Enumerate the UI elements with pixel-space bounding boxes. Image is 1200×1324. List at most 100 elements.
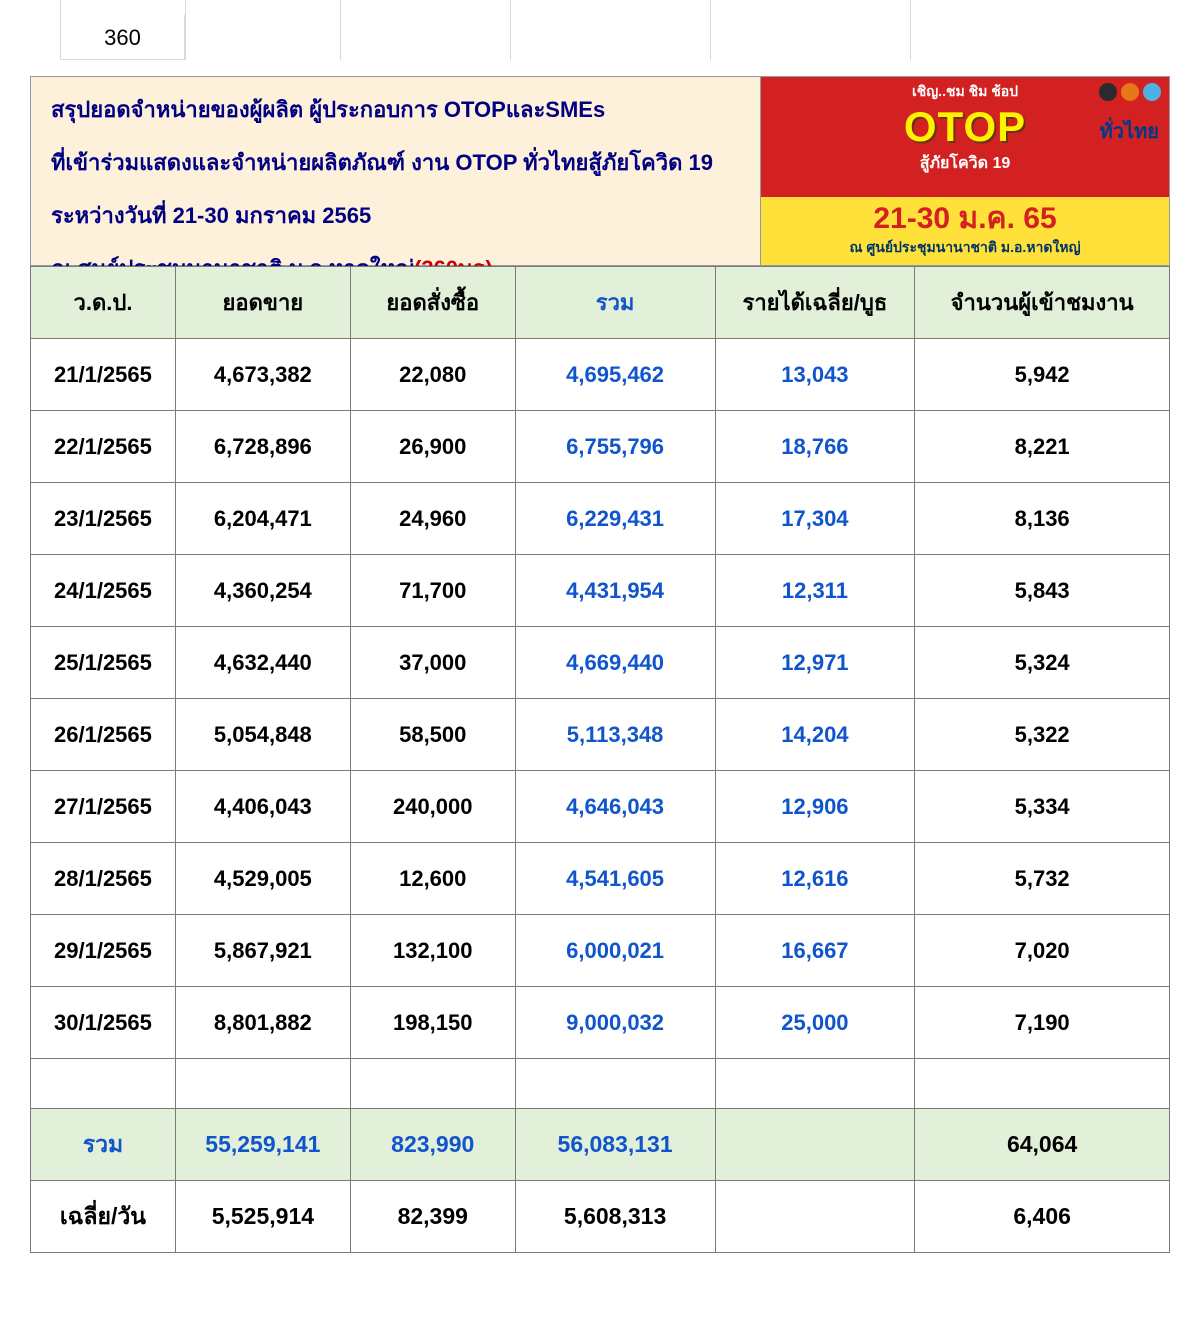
table-cell: 5,942	[915, 339, 1170, 411]
table-cell: 5,322	[915, 699, 1170, 771]
table-cell: 28/1/2565	[31, 843, 176, 915]
table-cell: 12,616	[715, 843, 915, 915]
average-cell	[715, 1181, 915, 1253]
table-cell: 4,673,382	[175, 339, 350, 411]
table-cell: 25,000	[715, 987, 915, 1059]
table-cell: 4,406,043	[175, 771, 350, 843]
total-cell	[715, 1109, 915, 1181]
banner-venue: ณ ศูนย์ประชุมนานาชาติ ม.อ.หาดใหญ่	[761, 237, 1169, 259]
total-row: รวม55,259,141823,99056,083,131 64,064	[31, 1109, 1170, 1181]
average-cell: 82,399	[350, 1181, 515, 1253]
table-cell: 4,431,954	[515, 555, 715, 627]
table-cell: 7,020	[915, 915, 1170, 987]
table-cell: 6,204,471	[175, 483, 350, 555]
table-cell: 13,043	[715, 339, 915, 411]
table-cell: 4,669,440	[515, 627, 715, 699]
table-body: 21/1/25654,673,38222,0804,695,46213,0435…	[31, 339, 1170, 1253]
average-cell: 5,525,914	[175, 1181, 350, 1253]
table-row: 26/1/25655,054,84858,5005,113,34814,2045…	[31, 699, 1170, 771]
table-cell: 5,843	[915, 555, 1170, 627]
table-cell: 24/1/2565	[31, 555, 176, 627]
cell-top-360: 360	[60, 15, 185, 60]
table-row: 30/1/25658,801,882198,1509,000,03225,000…	[31, 987, 1170, 1059]
table-cell: 6,000,021	[515, 915, 715, 987]
table-cell: 4,695,462	[515, 339, 715, 411]
total-cell: รวม	[31, 1109, 176, 1181]
empty-cell	[31, 1059, 176, 1109]
table-row: 24/1/25654,360,25471,7004,431,95412,3115…	[31, 555, 1170, 627]
table-cell: 8,136	[915, 483, 1170, 555]
table-cell: 4,541,605	[515, 843, 715, 915]
table-cell: 71,700	[350, 555, 515, 627]
table-cell: 4,646,043	[515, 771, 715, 843]
table-cell: 6,229,431	[515, 483, 715, 555]
table-cell: 26,900	[350, 411, 515, 483]
table-cell: 12,906	[715, 771, 915, 843]
banner-bottom: 21-30 ม.ค. 65 ณ ศูนย์ประชุมนานาชาติ ม.อ.…	[761, 197, 1169, 266]
total-cell: 56,083,131	[515, 1109, 715, 1181]
badge-icon	[1143, 83, 1161, 101]
average-cell: เฉลี่ย/วัน	[31, 1181, 176, 1253]
table-row: 27/1/25654,406,043240,0004,646,04312,906…	[31, 771, 1170, 843]
table-cell: 9,000,032	[515, 987, 715, 1059]
table-cell: 58,500	[350, 699, 515, 771]
spacer-row	[31, 1059, 1170, 1109]
table-cell: 37,000	[350, 627, 515, 699]
sales-table: ว.ด.ป.ยอดขายยอดสั่งซื้อรวมรายได้เฉลี่ย/บ…	[30, 266, 1170, 1253]
badge-icon	[1121, 83, 1139, 101]
table-cell: 5,054,848	[175, 699, 350, 771]
table-row: 28/1/25654,529,00512,6004,541,60512,6165…	[31, 843, 1170, 915]
table-cell: 27/1/2565	[31, 771, 176, 843]
total-cell: 64,064	[915, 1109, 1170, 1181]
column-header: ยอดสั่งซื้อ	[350, 267, 515, 339]
table-cell: 12,311	[715, 555, 915, 627]
table-header: ว.ด.ป.ยอดขายยอดสั่งซื้อรวมรายได้เฉลี่ย/บ…	[31, 267, 1170, 339]
header-row: ว.ด.ป.ยอดขายยอดสั่งซื้อรวมรายได้เฉลี่ย/บ…	[31, 267, 1170, 339]
table-cell: 6,728,896	[175, 411, 350, 483]
table-cell: 240,000	[350, 771, 515, 843]
table-cell: 24,960	[350, 483, 515, 555]
table-cell: 6,755,796	[515, 411, 715, 483]
table-cell: 18,766	[715, 411, 915, 483]
empty-cell	[915, 1059, 1170, 1109]
column-header: จำนวนผู้เข้าชมงาน	[915, 267, 1170, 339]
table-cell: 22/1/2565	[31, 411, 176, 483]
table-cell: 21/1/2565	[31, 339, 176, 411]
column-header: ยอดขาย	[175, 267, 350, 339]
average-cell: 5,608,313	[515, 1181, 715, 1253]
table-cell: 26/1/2565	[31, 699, 176, 771]
column-header: ว.ด.ป.	[31, 267, 176, 339]
empty-cell	[350, 1059, 515, 1109]
table-row: 29/1/25655,867,921132,1006,000,02116,667…	[31, 915, 1170, 987]
table-row: 23/1/25656,204,47124,9606,229,43117,3048…	[31, 483, 1170, 555]
total-cell: 55,259,141	[175, 1109, 350, 1181]
table-row: 21/1/25654,673,38222,0804,695,46213,0435…	[31, 339, 1170, 411]
banner-dates: 21-30 ม.ค. 65	[761, 197, 1169, 237]
table-cell: 16,667	[715, 915, 915, 987]
table-cell: 5,113,348	[515, 699, 715, 771]
table-cell: 22,080	[350, 339, 515, 411]
total-cell: 823,990	[350, 1109, 515, 1181]
table-cell: 5,867,921	[175, 915, 350, 987]
badge-icon	[1099, 83, 1117, 101]
average-row: เฉลี่ย/วัน5,525,91482,3995,608,313 6,406	[31, 1181, 1170, 1253]
table-cell: 4,529,005	[175, 843, 350, 915]
average-cell: 6,406	[915, 1181, 1170, 1253]
table-cell: 8,801,882	[175, 987, 350, 1059]
table-row: 22/1/25656,728,89626,9006,755,79618,7668…	[31, 411, 1170, 483]
empty-cell	[715, 1059, 915, 1109]
empty-cell	[515, 1059, 715, 1109]
table-cell: 8,221	[915, 411, 1170, 483]
table-cell: 5,324	[915, 627, 1170, 699]
banner-top: เชิญ..ชม ชิม ช้อป OTOP ทั่วไทย สู้ภัยโคว…	[761, 77, 1169, 197]
table-cell: 198,150	[350, 987, 515, 1059]
table-row: 25/1/25654,632,44037,0004,669,44012,9715…	[31, 627, 1170, 699]
banner-region: ทั่วไทย	[1100, 115, 1159, 147]
table-cell: 12,600	[350, 843, 515, 915]
table-cell: 4,360,254	[175, 555, 350, 627]
table-cell: 5,334	[915, 771, 1170, 843]
table-cell: 30/1/2565	[31, 987, 176, 1059]
event-banner: เชิญ..ชม ชิม ช้อป OTOP ทั่วไทย สู้ภัยโคว…	[760, 76, 1170, 266]
table-cell: 4,632,440	[175, 627, 350, 699]
table-cell: 12,971	[715, 627, 915, 699]
